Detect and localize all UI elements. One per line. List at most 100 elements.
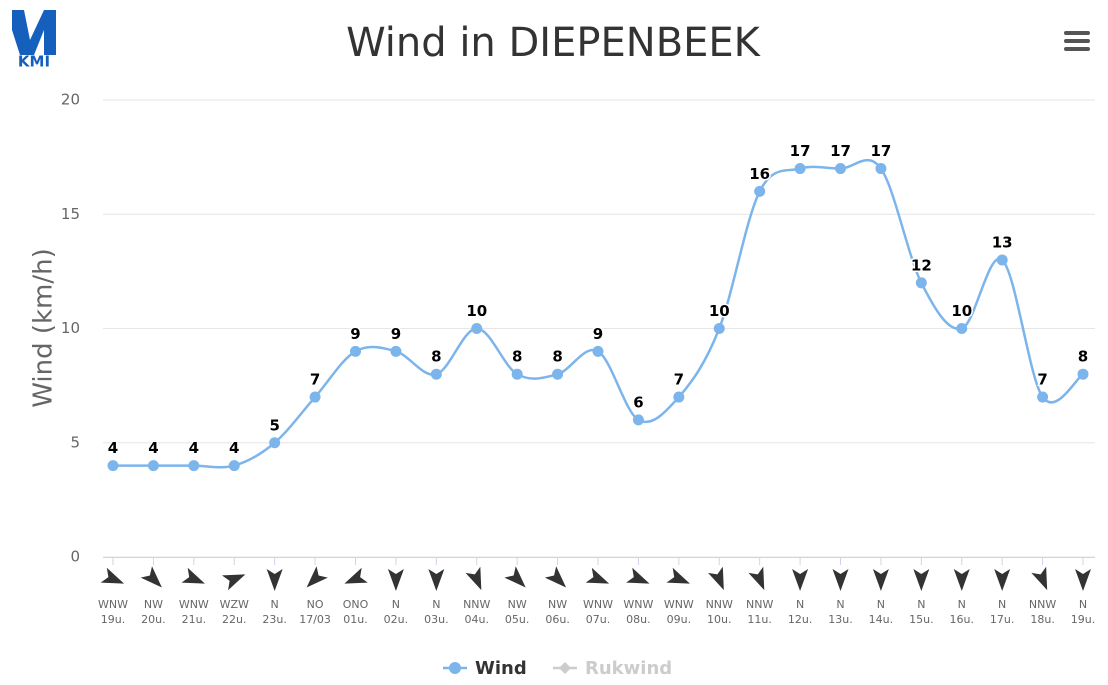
x-tick-label: 06u. [545, 613, 569, 626]
data-label: 7 [674, 371, 684, 389]
wind-line [113, 158, 1084, 469]
menu-bar[interactable] [1064, 31, 1090, 35]
x-tick-label: 11u. [747, 613, 771, 626]
data-label: 17 [870, 142, 891, 160]
x-tick-label: 01u. [343, 613, 367, 626]
data-label: 9 [593, 325, 603, 343]
y-tick-label: 10 [61, 319, 80, 337]
wind-point [673, 391, 685, 403]
x-direction-label: NW [144, 598, 163, 611]
wind-point [228, 460, 240, 472]
x-direction-label: N [392, 598, 400, 611]
wind-point [956, 323, 968, 334]
wind-arrow [994, 569, 1011, 591]
wind-arrow [140, 566, 162, 588]
wind-point [754, 185, 766, 197]
wind-arrow [792, 569, 809, 591]
wind-arrow [748, 566, 765, 591]
x-direction-label: N [1079, 598, 1087, 611]
x-direction-label: WNW [179, 598, 209, 611]
wind-point [1077, 368, 1089, 380]
y-tick-label: 0 [70, 548, 80, 566]
wind-point [309, 391, 321, 403]
chart-title: Wind in DIEPENBEEK [346, 20, 762, 66]
x-direction-label: NW [508, 598, 527, 611]
x-direction-label: NNW [746, 598, 773, 611]
data-label: 6 [633, 393, 643, 411]
x-tick-label: 17u. [990, 613, 1014, 626]
legend-symbol[interactable] [559, 662, 571, 674]
wind-arrow [465, 566, 482, 591]
data-label: 8 [1078, 348, 1088, 366]
wind-arrow [387, 569, 404, 591]
data-label: 4 [229, 439, 239, 457]
x-direction-label: NO [307, 598, 324, 611]
x-tick-label: 19u. [101, 613, 125, 626]
x-direction-label: NW [548, 598, 567, 611]
x-tick-label: 15u. [909, 613, 933, 626]
wind-arrow [544, 566, 567, 588]
x-tick-label: 04u. [465, 613, 489, 626]
data-label: 5 [269, 416, 279, 434]
x-tick-label: 16u. [950, 613, 974, 626]
data-label: 7 [310, 371, 320, 389]
wind-point [592, 345, 604, 357]
data-label: 16 [749, 165, 770, 183]
wind-arrow [666, 567, 690, 584]
x-tick-label: 13u. [828, 613, 852, 626]
wind-point [1037, 391, 1049, 403]
x-direction-label: ONO [343, 598, 369, 611]
x-tick-label: 07u. [586, 613, 610, 626]
wind-point [430, 368, 442, 380]
x-tick-label: 12u. [788, 613, 812, 626]
wind-point [269, 437, 281, 449]
wind-arrow [428, 569, 445, 591]
x-tick-label: 21u. [182, 613, 206, 626]
wind-arrow [626, 567, 650, 584]
legend-label[interactable]: Wind [475, 658, 527, 679]
wind-point [188, 460, 200, 472]
data-label: 4 [108, 439, 118, 457]
wind-arrow [1031, 566, 1048, 591]
x-direction-label: WNW [664, 598, 694, 611]
y-tick-label: 20 [61, 91, 80, 109]
menu-bar[interactable] [1064, 39, 1090, 43]
x-direction-label: N [836, 598, 844, 611]
wind-arrow [100, 567, 125, 584]
data-label: 7 [1037, 371, 1047, 389]
x-tick-label: 14u. [869, 613, 893, 626]
data-label: 8 [431, 348, 441, 366]
wind-arrow [306, 566, 328, 588]
x-direction-label: N [877, 598, 885, 611]
wind-point [632, 414, 644, 426]
legend-symbol[interactable] [449, 662, 461, 674]
data-label: 13 [992, 233, 1013, 251]
wind-point [875, 163, 887, 175]
menu-bar[interactable] [1064, 47, 1090, 51]
wind-arrow [1075, 569, 1091, 591]
x-direction-label: NNW [706, 598, 733, 611]
wind-arrow [953, 569, 970, 591]
wind-arrow [872, 569, 889, 591]
x-direction-label: N [432, 598, 440, 611]
x-direction-label: WNW [98, 598, 128, 611]
x-tick-label: 02u. [384, 613, 408, 626]
wind-point [794, 163, 806, 175]
wind-point [996, 254, 1008, 266]
data-label: 9 [391, 325, 401, 343]
x-tick-label: 22u. [222, 613, 246, 626]
data-label: 4 [189, 439, 199, 457]
wind-arrow [832, 569, 849, 591]
data-label: 8 [512, 348, 522, 366]
legend-label[interactable]: Rukwind [585, 658, 672, 679]
y-tick-label: 15 [61, 205, 80, 223]
wind-arrow [913, 569, 930, 591]
menu-button[interactable] [1064, 31, 1090, 51]
logo-mark [12, 10, 56, 55]
logo: KMI [12, 10, 56, 71]
x-tick-label: 23u. [262, 613, 286, 626]
data-label: 8 [552, 348, 562, 366]
x-tick-label: 18u. [1030, 613, 1054, 626]
wind-point [471, 323, 483, 334]
